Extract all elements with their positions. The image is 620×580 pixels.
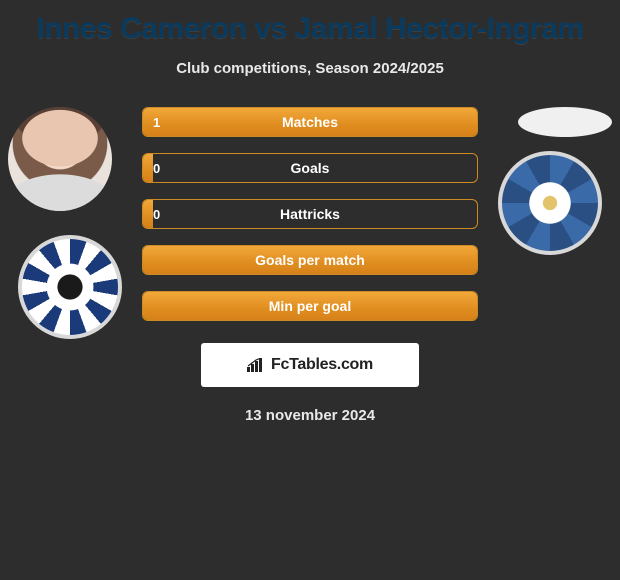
player-left-avatar [8, 107, 112, 211]
brand-box: FcTables.com [201, 343, 419, 387]
club-right-crest [498, 151, 602, 255]
subtitle: Club competitions, Season 2024/2025 [0, 60, 620, 77]
brand-text: FcTables.com [271, 356, 373, 374]
stat-bar: 0Hattricks [142, 199, 478, 229]
club-left-crest [18, 235, 122, 339]
stat-label: Goals per match [143, 246, 477, 274]
chart-icon [247, 358, 265, 372]
stat-bar: Min per goal [142, 291, 478, 321]
date-text: 13 november 2024 [0, 407, 620, 424]
stat-label: Hattricks [143, 200, 477, 228]
stat-bar: 1Matches [142, 107, 478, 137]
stat-bar: 0Goals [142, 153, 478, 183]
stat-label: Matches [143, 108, 477, 136]
stat-label: Min per goal [143, 292, 477, 320]
comparison-stage: 1Matches 0Goals 0Hattricks Goals per match M… [0, 107, 620, 321]
page-title: Innes Cameron vs Jamal Hector-Ingram [0, 0, 620, 46]
stat-bars: 1Matches 0Goals 0Hattricks Goals per match M… [142, 107, 478, 321]
player-right-avatar [518, 107, 612, 137]
stat-bar: Goals per match [142, 245, 478, 275]
stat-label: Goals [143, 154, 477, 182]
